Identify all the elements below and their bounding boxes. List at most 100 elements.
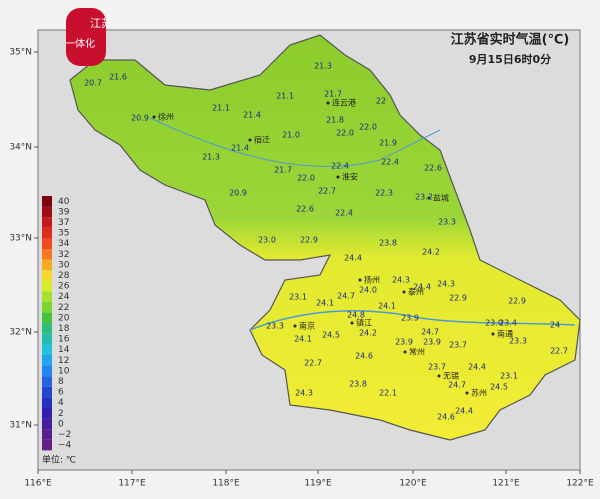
city-name: 泰州 (408, 287, 424, 297)
temperature-reading: 24.3 (392, 276, 410, 285)
temperature-reading: 23.3 (266, 322, 284, 331)
legend-label: 0 (58, 419, 64, 429)
temperature-reading: 24.1 (378, 302, 396, 311)
temperature-reading: 21.3 (314, 62, 332, 71)
temperature-reading: 23.9 (401, 314, 419, 323)
lat-label: 35°N (9, 48, 32, 58)
city-name: 常州 (409, 348, 425, 357)
legend-label: 14 (58, 345, 70, 355)
temperature-reading: 24.7 (448, 381, 466, 390)
legend-label: 2 (58, 409, 64, 419)
temperature-reading: 23.1 (289, 293, 307, 302)
lat-label: 32°N (9, 328, 32, 338)
city-name: 宿迁 (254, 135, 270, 145)
temperature-reading: 24.3 (295, 389, 313, 398)
legend-swatch (42, 217, 52, 228)
temperature-reading: 23.9 (395, 338, 413, 347)
legend-swatch (42, 227, 52, 239)
city-name: 淮安 (342, 172, 358, 182)
temperature-reading: 22 (376, 97, 386, 106)
legend-label: 39 (58, 207, 70, 217)
lat-label: 34°N (9, 143, 32, 153)
legend-label: 18 (58, 324, 70, 334)
city-name: 苏州 (471, 388, 487, 398)
legend-label: 32 (58, 250, 69, 260)
legend-label: 30 (58, 260, 70, 270)
temperature-reading: 24.3 (437, 280, 455, 289)
legend-label: 16 (58, 335, 70, 345)
legend-label: 4 (58, 398, 64, 408)
city-name: 无锡 (443, 372, 459, 381)
temperature-reading: 21.4 (243, 111, 261, 120)
legend-label: 12 (58, 356, 69, 366)
legend-swatch (42, 439, 52, 451)
subtitle: 9月15日6时0分 (469, 52, 551, 66)
river (149, 117, 441, 167)
temperature-reading: 22.7 (550, 347, 568, 356)
temperature-reading: 22.1 (379, 389, 397, 398)
city-dot (437, 374, 441, 378)
city-dot (465, 391, 469, 395)
logo-text: 江苏 (90, 17, 112, 30)
legend-swatch (42, 333, 52, 345)
temperature-reading: 22.0 (297, 174, 315, 183)
legend-label: 28 (58, 271, 70, 281)
temperature-reading: 20.9 (229, 189, 247, 198)
temperature-reading: 22.3 (375, 189, 393, 198)
title: 江苏省实时气温(℃) (451, 32, 570, 48)
temperature-reading: 23.2 (415, 193, 433, 202)
temperature-reading: 24.7 (337, 292, 355, 301)
temperature-reading: 21.7 (324, 90, 342, 99)
temperature-reading: 23.8 (349, 380, 367, 389)
temperature-reading: 21.1 (212, 104, 230, 113)
temperature-reading: 22.7 (318, 187, 336, 196)
city-dot (402, 290, 406, 294)
legend-unit: 单位: ℃ (42, 454, 76, 466)
temperature-reading: 23.3 (438, 218, 456, 227)
lon-label: 118°E (212, 479, 240, 489)
legend-swatch (42, 397, 52, 408)
logo (66, 8, 106, 66)
lon-label: 121°E (492, 479, 520, 489)
city-dot (491, 332, 495, 336)
city-dot (248, 138, 252, 142)
temperature-reading: 23.0 (258, 236, 276, 245)
city-dot (358, 278, 362, 282)
legend-swatch (42, 280, 52, 292)
temperature-reading: 24.1 (294, 335, 312, 344)
legend-swatch (42, 344, 52, 355)
legend-swatch (42, 365, 52, 377)
legend-label: 24 (58, 292, 70, 302)
temperature-reading: 21.1 (276, 92, 294, 101)
temperature-reading: 22.9 (300, 236, 318, 245)
temperature-reading: 21.4 (231, 144, 249, 153)
city-name: 盐城 (433, 193, 449, 203)
temperature-reading: 24.2 (359, 329, 377, 338)
legend-label: 6 (58, 388, 64, 398)
temperature-reading: 22.0 (359, 123, 377, 132)
city-dot (336, 175, 340, 179)
legend-swatch (42, 206, 52, 218)
temperature-reading: 23.9 (423, 338, 441, 347)
legend-label: 35 (58, 229, 69, 239)
temperature-reading: 22.4 (381, 158, 399, 167)
temperature-reading: 21.6 (109, 73, 127, 82)
temperature-reading: 21.7 (274, 166, 292, 175)
city-dot (326, 101, 330, 105)
legend-swatch (42, 249, 52, 260)
province-shape (69, 34, 581, 441)
city-name: 南通 (497, 329, 513, 339)
temperature-reading: 24.4 (468, 363, 486, 372)
temperature-reading: 23.1 (500, 372, 518, 381)
legend-swatch (42, 418, 52, 430)
temperature-reading: 24.5 (322, 331, 340, 340)
temperature-reading: 21.9 (379, 139, 397, 148)
temperature-reading: 22.0 (336, 129, 354, 138)
legend-label: 20 (58, 313, 70, 323)
temperature-reading: 24 (550, 321, 560, 330)
temperature-reading: 24.1 (316, 299, 334, 308)
legend-swatch (42, 270, 52, 281)
temperature-reading: 22.7 (304, 359, 322, 368)
temperature-reading: 22.9 (508, 297, 526, 306)
legend-swatch (42, 312, 52, 324)
